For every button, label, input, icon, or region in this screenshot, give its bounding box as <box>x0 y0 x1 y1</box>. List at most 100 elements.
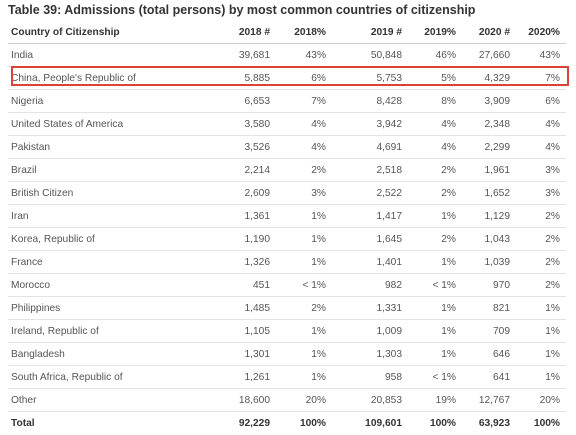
count-2019-cell: 2,518 <box>332 158 408 182</box>
pct-2018-cell: 2% <box>276 158 332 182</box>
count-2020-cell: 2,299 <box>462 135 516 159</box>
total-pct-2018-cell: 100% <box>299 417 326 429</box>
country-cell: British Citizen <box>8 181 208 205</box>
count-2018-cell: 2,609 <box>208 181 276 205</box>
pct-2020-cell: 1% <box>516 296 566 320</box>
table-row: Iran 1,361 1% 1,417 1% 1,129 2% <box>8 204 566 228</box>
pct-2019-cell: 4% <box>408 135 462 159</box>
country-cell: Other <box>8 388 208 412</box>
pct-2020-cell: 7% <box>516 66 566 90</box>
table-row: Korea, Republic of 1,190 1% 1,645 2% 1,043 2% <box>8 227 566 251</box>
count-2019-cell: 20,853 <box>332 388 408 412</box>
pct-2020-cell: 3% <box>516 181 566 205</box>
pct-2019-cell: < 1% <box>408 365 462 389</box>
pct-2019-cell: 46% <box>408 43 462 67</box>
table-row: India 39,681 43% 50,848 46% 27,660 43% <box>8 43 566 67</box>
pct-2018-cell: 1% <box>276 250 332 274</box>
table-row: Philippines 1,485 2% 1,331 1% 821 1% <box>8 296 566 320</box>
count-2019-cell: 8,428 <box>332 89 408 113</box>
pct-2020-cell: 1% <box>516 319 566 343</box>
pct-2020-cell: 4% <box>516 135 566 159</box>
pct-2018-cell: 43% <box>276 43 332 67</box>
pct-2020-cell: 43% <box>516 43 566 67</box>
pct-2018-cell: 2% <box>276 296 332 320</box>
count-2020-cell: 3,909 <box>462 89 516 113</box>
country-cell: South Africa, Republic of <box>8 365 208 389</box>
pct-2018-cell: 1% <box>276 227 332 251</box>
total-count-2020-cell: 63,923 <box>478 417 510 429</box>
country-cell: Bangladesh <box>8 342 208 366</box>
total-pct-2020-cell: 100% <box>533 417 560 429</box>
country-cell: Brazil <box>8 158 208 182</box>
table-row: Nigeria 6,653 7% 8,428 8% 3,909 6% <box>8 89 566 113</box>
table-row: Ireland, Republic of 1,105 1% 1,009 1% 709 1% <box>8 319 566 343</box>
count-2018-cell: 1,301 <box>208 342 276 366</box>
pct-2018-cell: 7% <box>276 89 332 113</box>
count-2019-cell: 3,942 <box>332 112 408 136</box>
table-row: Pakistan 3,526 4% 4,691 4% 2,299 4% <box>8 135 566 159</box>
count-2019-cell: 1,645 <box>332 227 408 251</box>
pct-2020-cell: 2% <box>516 204 566 228</box>
pct-2019-cell: 2% <box>408 227 462 251</box>
total-country-cell: Total <box>11 417 35 429</box>
count-2019-cell: 1,401 <box>332 250 408 274</box>
count-2020-cell: 4,329 <box>462 66 516 90</box>
pct-2018-cell: 6% <box>276 66 332 90</box>
count-2018-cell: 1,105 <box>208 319 276 343</box>
table-row: France 1,326 1% 1,401 1% 1,039 2% <box>8 250 566 274</box>
pct-2018-cell: 4% <box>276 112 332 136</box>
pct-2018-cell: 1% <box>276 204 332 228</box>
pct-2020-cell: 2% <box>516 227 566 251</box>
total-count-2018-cell: 92,229 <box>238 417 270 429</box>
count-2018-cell: 1,190 <box>208 227 276 251</box>
pct-2018-cell: 3% <box>276 181 332 205</box>
header-row: Country of Citizenship 2018 # 2018% 2019… <box>8 22 566 44</box>
count-2018-cell: 3,580 <box>208 112 276 136</box>
count-2018-cell: 1,485 <box>208 296 276 320</box>
count-2020-cell: 1,039 <box>462 250 516 274</box>
count-2020-cell: 2,348 <box>462 112 516 136</box>
pct-2018-cell: 1% <box>276 342 332 366</box>
pct-2018-cell: < 1% <box>276 273 332 297</box>
pct-2019-cell: 1% <box>408 342 462 366</box>
pct-2019-cell: 4% <box>408 112 462 136</box>
count-2020-cell: 12,767 <box>462 388 516 412</box>
count-2020-cell: 1,129 <box>462 204 516 228</box>
column-header-2019-count: 2019 # <box>332 22 408 44</box>
count-2020-cell: 1,961 <box>462 158 516 182</box>
pct-2020-cell: 3% <box>516 158 566 182</box>
count-2020-cell: 709 <box>462 319 516 343</box>
pct-2020-cell: 2% <box>516 273 566 297</box>
table-row: British Citizen 2,609 3% 2,522 2% 1,652 3% <box>8 181 566 205</box>
table-row: Other 18,600 20% 20,853 19% 12,767 20% <box>8 388 566 412</box>
column-header-country: Country of Citizenship <box>8 22 208 44</box>
count-2019-cell: 4,691 <box>332 135 408 159</box>
pct-2018-cell: 1% <box>276 365 332 389</box>
country-cell: Pakistan <box>8 135 208 159</box>
count-2020-cell: 641 <box>462 365 516 389</box>
table-row: Brazil 2,214 2% 2,518 2% 1,961 3% <box>8 158 566 182</box>
pct-2019-cell: 5% <box>408 66 462 90</box>
pct-2018-cell: 20% <box>276 388 332 412</box>
country-cell: Philippines <box>8 296 208 320</box>
table-row: China, People's Republic of 5,885 6% 5,753 5… <box>8 66 566 90</box>
country-cell: United States of America <box>8 112 208 136</box>
pct-2020-cell: 20% <box>516 388 566 412</box>
column-header-2019-pct: 2019% <box>408 22 462 44</box>
pct-2020-cell: 1% <box>516 365 566 389</box>
country-cell: China, People's Republic of <box>8 66 208 90</box>
count-2019-cell: 1,009 <box>332 319 408 343</box>
table-row: Morocco 451 < 1% 982 < 1% 970 2% <box>8 273 566 297</box>
count-2018-cell: 1,326 <box>208 250 276 274</box>
pct-2019-cell: 1% <box>408 296 462 320</box>
count-2018-cell: 1,361 <box>208 204 276 228</box>
table-row: South Africa, Republic of 1,261 1% 958 < 1% 6… <box>8 365 566 389</box>
pct-2019-cell: 1% <box>408 319 462 343</box>
table-row: United States of America 3,580 4% 3,942 4% 2,… <box>8 112 566 136</box>
pct-2020-cell: 4% <box>516 112 566 136</box>
admissions-table: Country of Citizenship 2018 # 2018% 2019… <box>8 22 566 434</box>
count-2018-cell: 1,261 <box>208 365 276 389</box>
pct-2020-cell: 6% <box>516 89 566 113</box>
count-2018-cell: 3,526 <box>208 135 276 159</box>
